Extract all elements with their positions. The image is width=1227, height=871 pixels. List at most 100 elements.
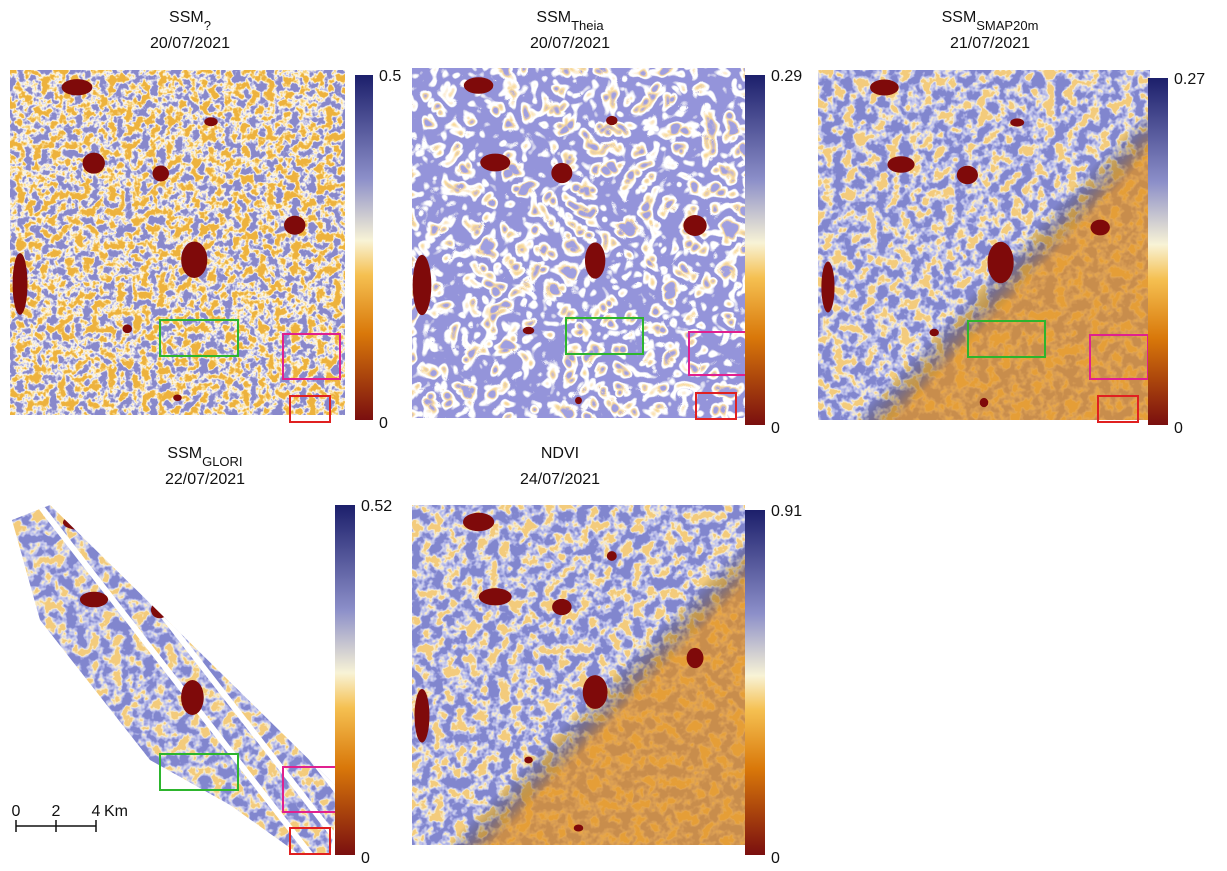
colorbar-max: 0.91 bbox=[771, 503, 802, 520]
panel-date: 20/07/2021 bbox=[150, 35, 230, 52]
title-subscript: ? bbox=[204, 18, 211, 33]
urban-area bbox=[121, 763, 133, 772]
urban-area bbox=[686, 647, 704, 669]
title-main: SSM bbox=[169, 9, 204, 26]
title-main: NDVI bbox=[541, 445, 579, 462]
urban-area bbox=[181, 241, 208, 278]
colorbar-max: 0.52 bbox=[361, 498, 392, 515]
urban-area bbox=[79, 591, 109, 608]
urban-area bbox=[150, 601, 169, 619]
colorbar-min: 0 bbox=[361, 850, 370, 866]
panel-date: 24/07/2021 bbox=[520, 471, 600, 488]
urban-area bbox=[1010, 118, 1025, 127]
panel-date: 20/07/2021 bbox=[530, 35, 610, 52]
scale-label: 2 bbox=[52, 803, 61, 820]
colorbar bbox=[1148, 78, 1168, 425]
map-raster bbox=[412, 68, 745, 418]
urban-area bbox=[870, 79, 899, 96]
dry-zone bbox=[818, 70, 1150, 420]
title-subscript: SMAP20m bbox=[976, 18, 1038, 33]
title-main: SSM bbox=[167, 445, 202, 462]
urban-area bbox=[606, 551, 617, 561]
urban-area bbox=[929, 328, 939, 337]
zone-box bbox=[1097, 395, 1139, 423]
title-subscript: GLORI bbox=[202, 454, 242, 469]
map bbox=[818, 70, 1150, 420]
urban-area bbox=[122, 324, 132, 334]
panel-title: SSMSMAP20m bbox=[942, 9, 1039, 33]
urban-area bbox=[522, 326, 535, 335]
zone-box bbox=[159, 753, 239, 791]
title-main: SSM bbox=[536, 9, 571, 26]
zone-box bbox=[289, 827, 331, 855]
urban-area bbox=[463, 77, 494, 94]
urban-area bbox=[551, 162, 573, 184]
scale-unit: Km bbox=[104, 803, 128, 820]
urban-area bbox=[414, 689, 430, 743]
urban-area bbox=[201, 552, 216, 563]
map bbox=[412, 505, 745, 845]
urban-area bbox=[584, 242, 606, 279]
colorbar bbox=[745, 510, 765, 855]
urban-area bbox=[575, 396, 582, 405]
urban-area bbox=[412, 254, 432, 316]
urban-area bbox=[279, 653, 303, 672]
urban-area bbox=[171, 833, 181, 842]
urban-area bbox=[887, 156, 915, 173]
urban-area bbox=[606, 115, 618, 126]
colorbar-max: 0.5 bbox=[379, 68, 401, 85]
urban-area bbox=[979, 397, 989, 408]
scale-label: 0 bbox=[12, 803, 21, 820]
colorbar-min: 0 bbox=[771, 850, 780, 866]
urban-area bbox=[462, 512, 495, 532]
panel-title: NDVI bbox=[541, 445, 579, 462]
urban-area bbox=[683, 215, 707, 236]
urban-area bbox=[61, 79, 93, 96]
panel-date: 21/07/2021 bbox=[950, 35, 1030, 52]
urban-area bbox=[62, 515, 93, 530]
colorbar bbox=[355, 75, 373, 420]
urban-area bbox=[284, 215, 306, 235]
zone-box bbox=[967, 320, 1046, 358]
urban-area bbox=[987, 241, 1014, 284]
urban-area bbox=[821, 261, 835, 313]
urban-area bbox=[152, 165, 169, 182]
scale-label: 4 bbox=[92, 803, 101, 820]
panel-title: SSMTheia bbox=[536, 9, 604, 33]
map bbox=[412, 68, 745, 418]
panel-title: SSMGLORI bbox=[167, 445, 242, 469]
title-subscript: Theia bbox=[571, 18, 604, 33]
urban-area bbox=[478, 588, 512, 606]
colorbar-min: 0 bbox=[1174, 420, 1183, 437]
urban-area bbox=[480, 153, 511, 172]
urban-area bbox=[582, 675, 608, 709]
title-main: SSM bbox=[942, 9, 977, 26]
urban-area bbox=[181, 680, 204, 715]
zone-box bbox=[695, 392, 737, 420]
urban-area bbox=[14, 693, 30, 751]
map bbox=[10, 70, 345, 415]
zone-box bbox=[282, 333, 341, 380]
urban-area bbox=[573, 824, 584, 832]
urban-area bbox=[173, 394, 182, 402]
map-raster bbox=[10, 70, 345, 415]
urban-area bbox=[82, 152, 105, 174]
urban-area bbox=[956, 165, 978, 185]
zone-box bbox=[565, 317, 644, 355]
zone-box bbox=[159, 319, 239, 357]
urban-area bbox=[204, 117, 218, 127]
panel-title: SSM? bbox=[169, 9, 211, 33]
urban-area bbox=[552, 598, 572, 616]
urban-area bbox=[12, 253, 28, 315]
colorbar bbox=[335, 505, 355, 855]
colorbar-min: 0 bbox=[379, 415, 388, 432]
zone-box bbox=[289, 395, 331, 423]
urban-area bbox=[524, 756, 533, 764]
colorbar-max: 0.27 bbox=[1174, 71, 1205, 88]
colorbar bbox=[745, 75, 765, 425]
panel-date: 22/07/2021 bbox=[165, 471, 245, 488]
colorbar-min: 0 bbox=[771, 420, 780, 437]
colorbar-max: 0.29 bbox=[771, 68, 802, 85]
dry-zone bbox=[412, 505, 745, 845]
